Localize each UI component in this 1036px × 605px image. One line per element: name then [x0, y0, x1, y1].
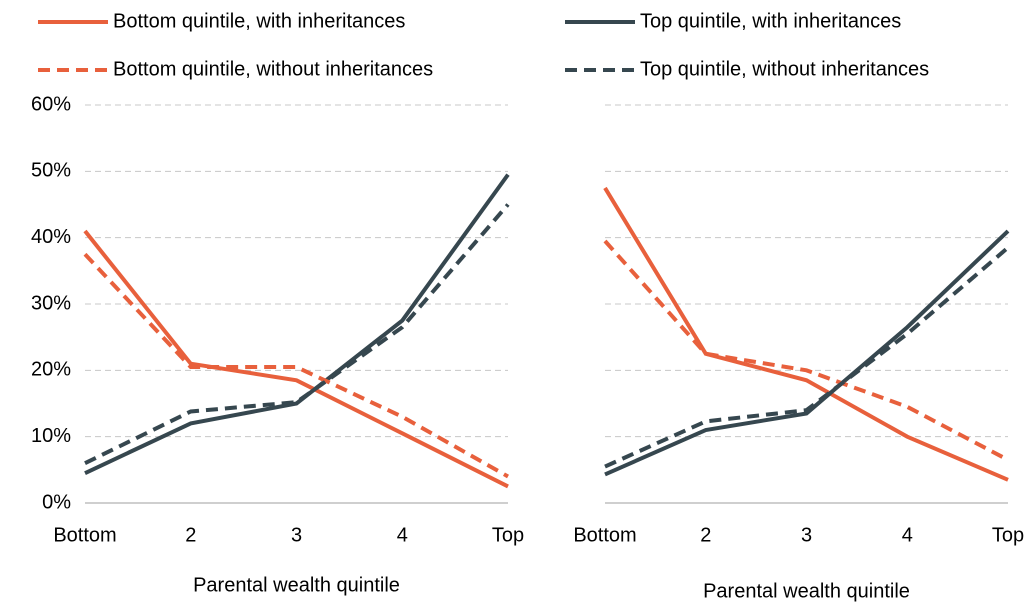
series-line — [84, 173, 510, 475]
y-tick-label: 20% — [31, 359, 71, 381]
y-tick-label: 10% — [31, 425, 71, 447]
legend-label: Top quintile, with inheritances — [640, 10, 901, 32]
legend-label: Bottom quintile, without inheritances — [113, 58, 433, 80]
y-tick-label: 60% — [31, 93, 71, 115]
x-axis-title: Parental wealth quintile — [193, 574, 400, 596]
series-line — [83, 252, 509, 479]
y-tick-label: 50% — [31, 160, 71, 182]
x-tick-label: 2 — [185, 524, 196, 546]
series-line — [83, 229, 509, 489]
x-tick-label: Top — [992, 524, 1024, 546]
x-tick-label: 3 — [291, 524, 302, 546]
x-tick-label: 4 — [902, 524, 913, 546]
series-line — [604, 246, 1010, 469]
x-tick-label: 4 — [397, 524, 408, 546]
x-tick-label: 2 — [700, 524, 711, 546]
x-tick-label: Bottom — [53, 524, 116, 546]
legend-label: Bottom quintile, with inheritances — [113, 10, 405, 32]
x-tick-label: Top — [492, 524, 524, 546]
legend-label: Top quintile, without inheritances — [640, 58, 929, 80]
x-tick-label: Bottom — [573, 524, 636, 546]
x-tick-label: 3 — [801, 524, 812, 546]
series-line — [603, 239, 1009, 462]
series-line — [603, 186, 1009, 482]
y-tick-label: 0% — [42, 491, 71, 513]
series-line — [84, 203, 510, 465]
y-tick-label: 40% — [31, 226, 71, 248]
series-line — [604, 229, 1010, 477]
x-axis-title: Parental wealth quintile — [703, 580, 910, 602]
y-tick-label: 30% — [31, 292, 71, 314]
